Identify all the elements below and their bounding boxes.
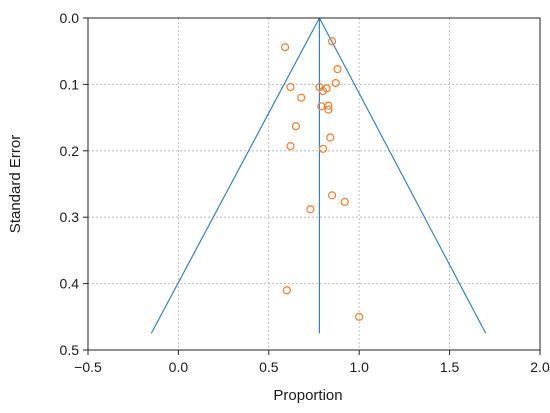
y-tick-label: 0.5: [60, 342, 80, 358]
study-point: [331, 78, 340, 88]
y-tick-label: 0.2: [60, 143, 80, 159]
y-tick-label: 0.4: [60, 276, 80, 292]
study-point: [324, 101, 333, 110]
points-layer: [280, 37, 364, 321]
study-point: [286, 82, 295, 92]
x-tick-label: 0.5: [259, 359, 279, 375]
study-point: [280, 43, 290, 52]
study-point: [291, 122, 301, 131]
study-point: [297, 93, 306, 102]
funnel-left-line: [150, 17, 320, 334]
y-axis-label: Standard Error: [7, 135, 24, 233]
study-point: [286, 142, 295, 151]
study-point: [326, 133, 335, 142]
study-point: [318, 144, 328, 153]
ticks-layer: −0.5 0.0 0.5 1.0 1.5 2.0 0.0 0.1 0.2 0.3 0.4 0.5: [60, 10, 550, 375]
funnel-layer: [150, 17, 487, 334]
study-point: [322, 84, 331, 93]
study-point: [340, 197, 349, 207]
x-tick-label: 0.0: [169, 359, 189, 375]
y-tick-label: 0.1: [60, 76, 80, 92]
y-tick-label: 0.3: [60, 209, 80, 225]
study-point: [324, 105, 333, 114]
x-tick-label: −0.5: [74, 359, 102, 375]
study-point: [327, 37, 337, 46]
x-axis-label: Proportion: [273, 387, 342, 404]
study-point: [333, 65, 342, 74]
y-tick-label: 0.0: [60, 10, 80, 26]
study-point: [355, 312, 364, 321]
study-point: [282, 286, 291, 295]
plot-frame: [87, 17, 541, 351]
study-point: [306, 205, 315, 214]
study-point: [317, 102, 326, 111]
funnel-right-line: [318, 17, 487, 334]
study-point: [327, 191, 337, 200]
grid-layer: [88, 18, 540, 350]
x-tick-label: 1.5: [440, 359, 460, 375]
x-tick-label: 2.0: [530, 359, 550, 375]
x-tick-label: 1.0: [349, 359, 369, 375]
